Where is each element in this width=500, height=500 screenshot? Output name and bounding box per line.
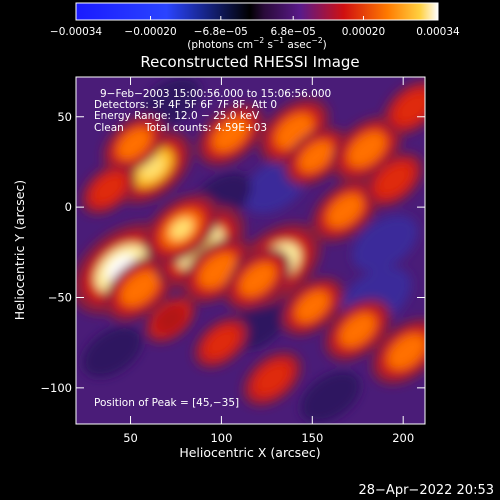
render-timestamp: 28−Apr−2022 20:53 [359, 483, 495, 498]
source-blob [324, 298, 392, 362]
colorbar-tick-label: 0.00034 [416, 26, 460, 38]
x-axis-title: Heliocentric X (arcsec) [179, 445, 320, 460]
x-tick-label: 150 [301, 431, 323, 445]
info-total-counts: Total counts: 4.59E+03 [144, 122, 267, 134]
colorbar-gradient [75, 2, 439, 21]
source-blob [196, 103, 265, 166]
colorbar-tick-label: 0.00020 [342, 26, 385, 38]
info-clean: Clean [94, 122, 124, 134]
info-box: 9−Feb−2003 15:00:56.000 to 15:06:56.000 … [94, 88, 331, 409]
colorbar-tick-label: −6.8e−05 [194, 26, 248, 38]
chart-title: Reconstructed RHESSI Image [140, 53, 359, 71]
source-blob [193, 317, 249, 369]
source-blob [311, 179, 379, 242]
colorbar-unit: (photons cm−2 s−1 asec−2) [187, 36, 326, 51]
plot-frame [75, 76, 426, 425]
y-tick-label: 50 [57, 110, 72, 124]
source-blob [224, 248, 292, 311]
source-blob [144, 295, 197, 343]
heatmap-plot [76, 77, 425, 424]
source-blob [382, 80, 425, 136]
colorbar-tick-label: −0.00020 [124, 26, 176, 38]
source-blob [284, 127, 348, 186]
y-axis-title: Heliocentric Y (arcsec) [12, 180, 27, 320]
info-energy-range: Energy Range: 12.0 − 25.0 keV [94, 110, 260, 122]
negative-region [82, 326, 143, 378]
colorbar: −0.00034 −0.00020 −6.8e−05 6.8e−05 0.00020 0.… [50, 2, 460, 51]
colorbar-tick-label: −0.00034 [50, 26, 103, 38]
source-blob [364, 152, 424, 208]
y-tick-label: 0 [65, 200, 72, 214]
source-blob [280, 277, 344, 336]
x-tick-label: 100 [210, 431, 232, 445]
source-blob [81, 163, 137, 215]
axes: 50 100 150 200 50 0 −50 −100 [40, 77, 425, 445]
info-time-range: 9−Feb−2003 15:00:56.000 to 15:06:56.000 [100, 88, 331, 100]
y-tick-label: −50 [48, 290, 72, 304]
negative-region [300, 371, 361, 423]
source-blob [242, 351, 302, 407]
source-blob [102, 114, 166, 174]
colorbar-ticks: −0.00034 −0.00020 −6.8e−05 6.8e−05 0.00020 0.… [50, 16, 460, 38]
info-detectors: Detectors: 3F 4F 5F 6F 7F 8F, Att 0 [94, 99, 277, 111]
colorbar-tick-label: 6.8e−05 [271, 26, 316, 38]
x-tick-label: 200 [392, 431, 414, 445]
info-peak-position: Position of Peak = [45,−35] [94, 397, 239, 409]
x-tick-label: 50 [123, 431, 138, 445]
negative-region [140, 77, 201, 128]
y-tick-label: −100 [40, 381, 72, 395]
negative-region [352, 215, 418, 272]
source-blob [143, 193, 219, 264]
